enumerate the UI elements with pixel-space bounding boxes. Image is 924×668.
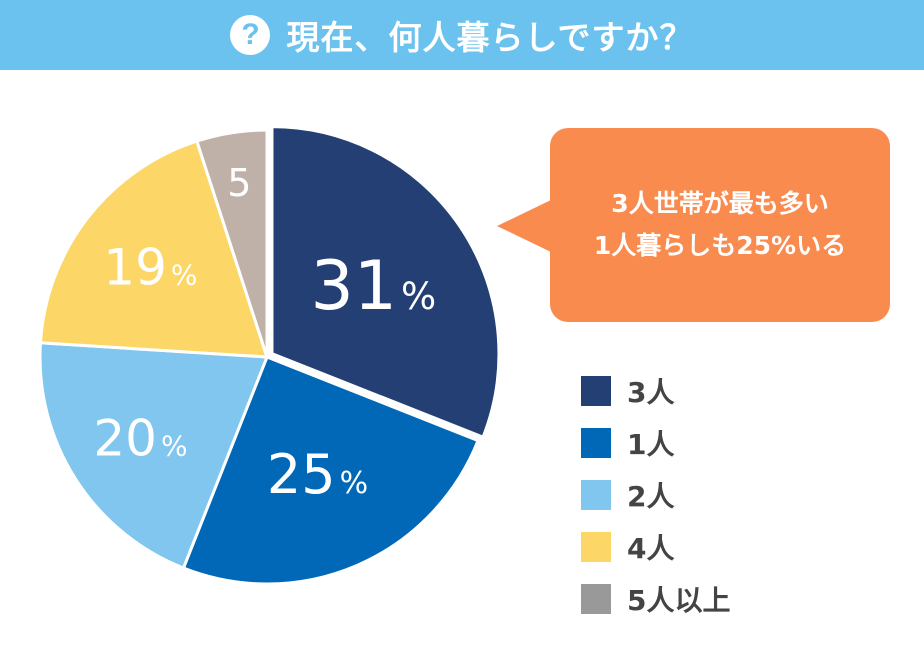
callout-tail xyxy=(497,200,551,252)
pie-slice xyxy=(270,125,501,439)
slice-data-label: 20% xyxy=(93,409,187,467)
legend-item: 2人 xyxy=(581,469,730,521)
slice-data-label: 31% xyxy=(310,247,436,326)
pie-slice xyxy=(38,341,269,570)
legend-item: 1人 xyxy=(581,417,730,469)
slice-data-label: 19% xyxy=(103,239,197,297)
callout-line-2: 1人暮らしも25%いる xyxy=(593,231,847,260)
legend-label: 3人 xyxy=(627,376,675,409)
legend-item: 5人以上 xyxy=(581,573,730,625)
question-circle-icon: ? xyxy=(230,15,271,55)
legend-label: 1人 xyxy=(627,428,675,461)
slice-data-label: 25% xyxy=(267,443,368,506)
pie-slice xyxy=(195,128,269,359)
chart-legend: 3人 1人 2人 4人 5人以上 xyxy=(581,365,730,625)
legend-label: 2人 xyxy=(627,480,675,513)
callout-box: 3人世帯が最も多い 1人暮らしも25%いる xyxy=(550,128,890,322)
header-bar: ? 現在、何人暮らしですか？ xyxy=(0,0,924,70)
legend-swatch xyxy=(581,376,611,406)
legend-swatch xyxy=(581,584,611,614)
pie-slice xyxy=(181,355,480,586)
slice-data-label: 5 xyxy=(227,161,251,205)
legend-item: 4人 xyxy=(581,521,730,573)
pie-slice xyxy=(38,139,269,359)
legend-label: 4人 xyxy=(627,532,675,565)
legend-label: 5人以上 xyxy=(627,584,731,617)
legend-swatch xyxy=(581,428,611,458)
legend-swatch xyxy=(581,480,611,510)
callout-line-1: 3人世帯が最も多い xyxy=(611,189,829,218)
legend-item: 3人 xyxy=(581,365,730,417)
legend-swatch xyxy=(581,532,611,562)
page-title: 現在、何人暮らしですか？ xyxy=(286,18,694,57)
